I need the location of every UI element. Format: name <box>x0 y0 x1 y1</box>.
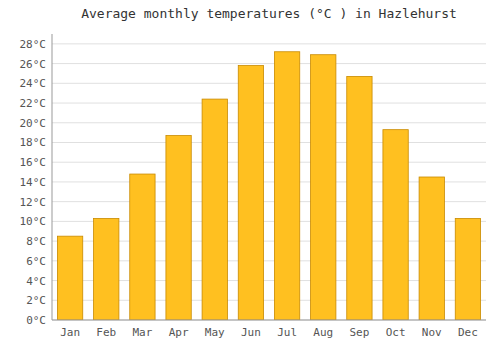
y-axis: 0°C 2°C 4°C 6°C 8°C 10°C 12°C 14°C 16°C 18°C 20°C 2… <box>20 38 47 327</box>
grid-line <box>52 43 486 44</box>
y-tick-label: 10°C <box>20 215 47 228</box>
x-tick-label: Aug <box>313 326 333 339</box>
bars <box>57 52 480 320</box>
grid-line <box>52 320 486 321</box>
chart-container: Average monthly temperatures (°C ) in Ha… <box>0 0 500 350</box>
bar <box>166 136 191 320</box>
y-tick-label: 28°C <box>20 38 47 51</box>
y-tick-label: 18°C <box>20 136 47 149</box>
bar <box>130 174 155 320</box>
x-tick-label: Jul <box>277 326 297 339</box>
grid <box>52 44 486 320</box>
title: Average monthly temperatures (°C ) in Ha… <box>81 6 457 21</box>
grid-line <box>52 122 486 123</box>
chart: Average monthly temperatures (°C ) in Ha… <box>0 0 500 350</box>
y-tick-label: 26°C <box>20 58 47 71</box>
bar <box>274 52 299 320</box>
x-tick-label: Nov <box>422 326 442 339</box>
y-tick-label: 12°C <box>20 196 47 209</box>
y-tick-label: 22°C <box>20 97 47 110</box>
bar <box>202 99 227 320</box>
x-tick-label: Feb <box>96 326 116 339</box>
y-tick-label: 20°C <box>20 117 47 130</box>
y-tick-label: 16°C <box>20 156 47 169</box>
y-tick-label: 6°C <box>26 255 46 268</box>
x-axis: Jan Feb Mar Apr May Jun Jul Aug Sep Oct Nov Dec <box>60 326 478 339</box>
x-tick-label: Dec <box>458 326 478 339</box>
y-tick-label: 14°C <box>20 176 47 189</box>
x-axis-line <box>52 320 486 321</box>
x-tick-label: Apr <box>169 326 189 339</box>
y-tick-label: 0°C <box>26 314 46 327</box>
grid-line <box>52 83 486 84</box>
grid-line <box>52 162 486 163</box>
bar <box>94 218 119 320</box>
bar <box>455 218 480 320</box>
bar <box>238 66 263 320</box>
y-tick-label: 2°C <box>26 294 46 307</box>
bar <box>57 236 82 320</box>
x-tick-label: Mar <box>132 326 152 339</box>
grid-line <box>52 142 486 143</box>
y-tick-label: 24°C <box>20 77 47 90</box>
x-tick-label: Jun <box>241 326 261 339</box>
y-tick-label: 8°C <box>26 235 46 248</box>
x-tick-label: Oct <box>386 326 406 339</box>
x-tick-label: Sep <box>349 326 369 339</box>
y-axis-line <box>52 34 53 320</box>
bar <box>383 130 408 320</box>
y-tick-label: 4°C <box>26 275 46 288</box>
x-tick-label: Jan <box>60 326 80 339</box>
grid-line <box>52 103 486 104</box>
bar <box>347 76 372 320</box>
x-tick-label: May <box>205 326 225 339</box>
grid-line <box>52 63 486 64</box>
bar <box>311 55 336 320</box>
bar <box>419 177 444 320</box>
